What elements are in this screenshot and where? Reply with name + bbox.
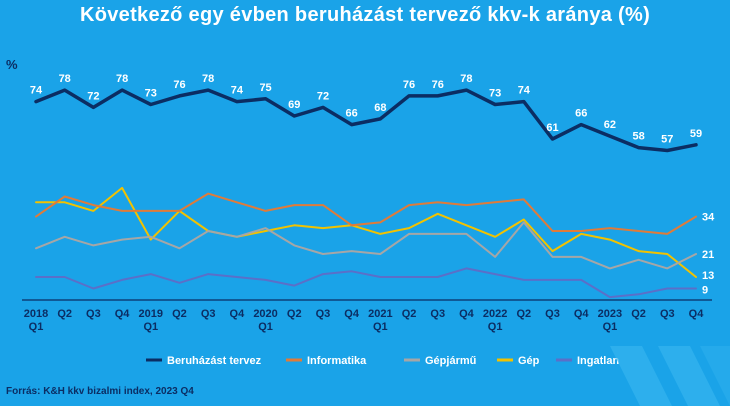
x-tick-label: Q4: [574, 308, 590, 320]
end-label: 34: [702, 212, 715, 224]
legend-label: Ingatlan: [577, 355, 619, 367]
x-tick-label: Q2: [287, 308, 302, 320]
x-tick-label: Q3: [201, 308, 216, 320]
data-label: 74: [231, 85, 244, 97]
data-label: 73: [145, 88, 157, 100]
series-line-ingatlan: [35, 267, 697, 299]
y-unit-label: %: [6, 57, 18, 72]
x-tick-label: Q1: [603, 321, 618, 333]
legend-label: Gépjármű: [425, 355, 477, 367]
x-tick-label: Q3: [660, 308, 675, 320]
data-label: 66: [346, 108, 358, 120]
legend-label: Informatika: [307, 355, 367, 367]
data-label: 58: [632, 131, 644, 143]
x-tick-label: Q3: [86, 308, 101, 320]
data-label: 78: [116, 73, 128, 85]
x-tick-label: Q2: [57, 308, 72, 320]
decorative-chevrons: [610, 346, 730, 406]
data-label: 57: [661, 134, 673, 146]
x-tick-label: Q4: [459, 308, 475, 320]
x-tick-label: Q1: [258, 321, 273, 333]
x-tick-label: Q2: [516, 308, 531, 320]
series-line-g-pj-rm-: [35, 221, 697, 270]
x-tick-label: Q1: [488, 321, 503, 333]
x-tick-label: Q1: [373, 321, 388, 333]
data-label: 61: [546, 122, 558, 134]
legend-label: Gép: [518, 355, 540, 367]
x-tick-label: Q2: [172, 308, 187, 320]
x-tick-label: 2019: [139, 308, 163, 320]
data-label: 59: [690, 128, 702, 140]
data-label: 78: [460, 73, 472, 85]
series-line-beruh-z-st-tervez: [34, 88, 698, 153]
x-tick-label: Q3: [430, 308, 445, 320]
end-label: 13: [702, 270, 714, 282]
data-label: 72: [317, 90, 329, 102]
end-label: 21: [702, 249, 714, 261]
x-tick-label: Q2: [631, 308, 646, 320]
x-tick-label: 2023: [598, 308, 622, 320]
x-tick-label: Q4: [344, 308, 360, 320]
x-tick-label: 2021: [368, 308, 392, 320]
x-tick-label: 2022: [483, 308, 507, 320]
source-note: Forrás: K&H kkv bizalmi index, 2023 Q4: [6, 386, 194, 397]
data-label: 66: [575, 108, 587, 120]
series-line-informatika: [35, 192, 697, 235]
data-label: 74: [518, 85, 531, 97]
x-tick-label: Q1: [29, 321, 44, 333]
x-tick-label: Q3: [545, 308, 560, 320]
x-tick-label: 2020: [253, 308, 277, 320]
x-tick-label: Q3: [316, 308, 331, 320]
data-label: 76: [173, 79, 185, 91]
data-label: 75: [259, 82, 271, 94]
data-label: 76: [403, 79, 415, 91]
data-label: 74: [30, 85, 43, 97]
x-tick-label: Q2: [402, 308, 417, 320]
data-label: 78: [59, 73, 71, 85]
data-label: 76: [432, 79, 444, 91]
data-label: 72: [87, 90, 99, 102]
data-label: 78: [202, 73, 214, 85]
x-tick-label: Q1: [143, 321, 158, 333]
legend-label: Beruházást tervez: [167, 355, 262, 367]
x-tick-label: Q4: [689, 308, 705, 320]
data-label: 68: [374, 102, 386, 114]
series-line-g-p: [35, 186, 697, 278]
data-label: 73: [489, 88, 501, 100]
data-label: 62: [604, 119, 616, 131]
end-label: 9: [702, 285, 708, 297]
data-label: 69: [288, 99, 300, 111]
chart-title: Következő egy évben beruházást tervező k…: [79, 4, 651, 26]
x-tick-label: Q4: [230, 308, 246, 320]
x-tick-label: 2018: [24, 308, 48, 320]
x-tick-label: Q4: [115, 308, 131, 320]
